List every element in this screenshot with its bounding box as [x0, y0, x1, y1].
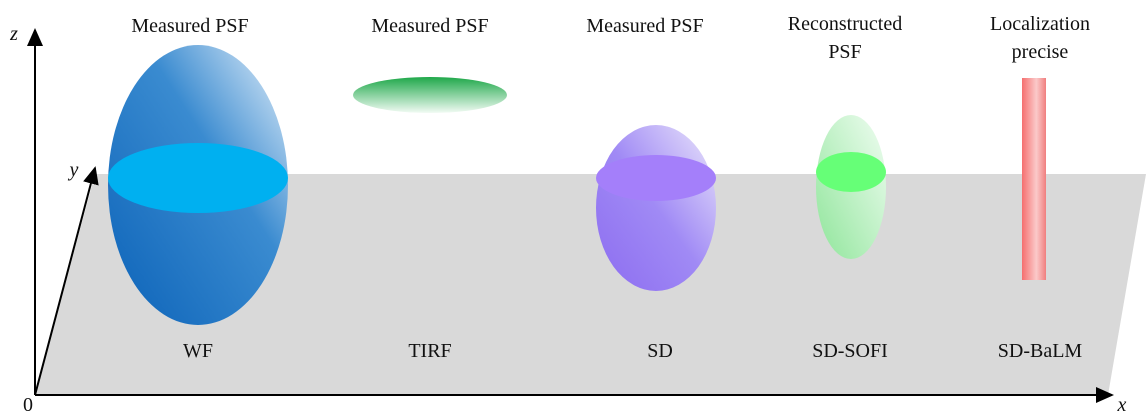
- wf-section: [108, 143, 288, 213]
- z-label: z: [9, 23, 18, 45]
- top-label: Localization: [990, 13, 1090, 35]
- top-label: Measured PSF: [586, 15, 703, 37]
- sofi-section: [816, 152, 886, 192]
- method-label: SD: [647, 340, 673, 362]
- top-label: precise: [1012, 41, 1069, 63]
- top-label: Measured PSF: [131, 15, 248, 37]
- top-label: Reconstructed: [788, 13, 902, 35]
- diagram: z y x 0 Measured PSF Measured PSF Measur…: [0, 0, 1146, 413]
- top-label: Measured PSF: [371, 15, 488, 37]
- method-label: WF: [183, 340, 213, 362]
- method-label: SD-SOFI: [812, 340, 888, 362]
- sd-psf: [596, 125, 716, 291]
- method-label: SD-BaLM: [998, 340, 1083, 362]
- tirf-psf: [353, 77, 507, 113]
- x-label: x: [1117, 394, 1127, 413]
- origin-label: 0: [23, 394, 33, 413]
- balm-psf: [1022, 78, 1046, 280]
- method-label: TIRF: [408, 340, 451, 362]
- y-label: y: [68, 159, 79, 181]
- sd-section: [596, 155, 716, 201]
- top-label: PSF: [828, 41, 861, 63]
